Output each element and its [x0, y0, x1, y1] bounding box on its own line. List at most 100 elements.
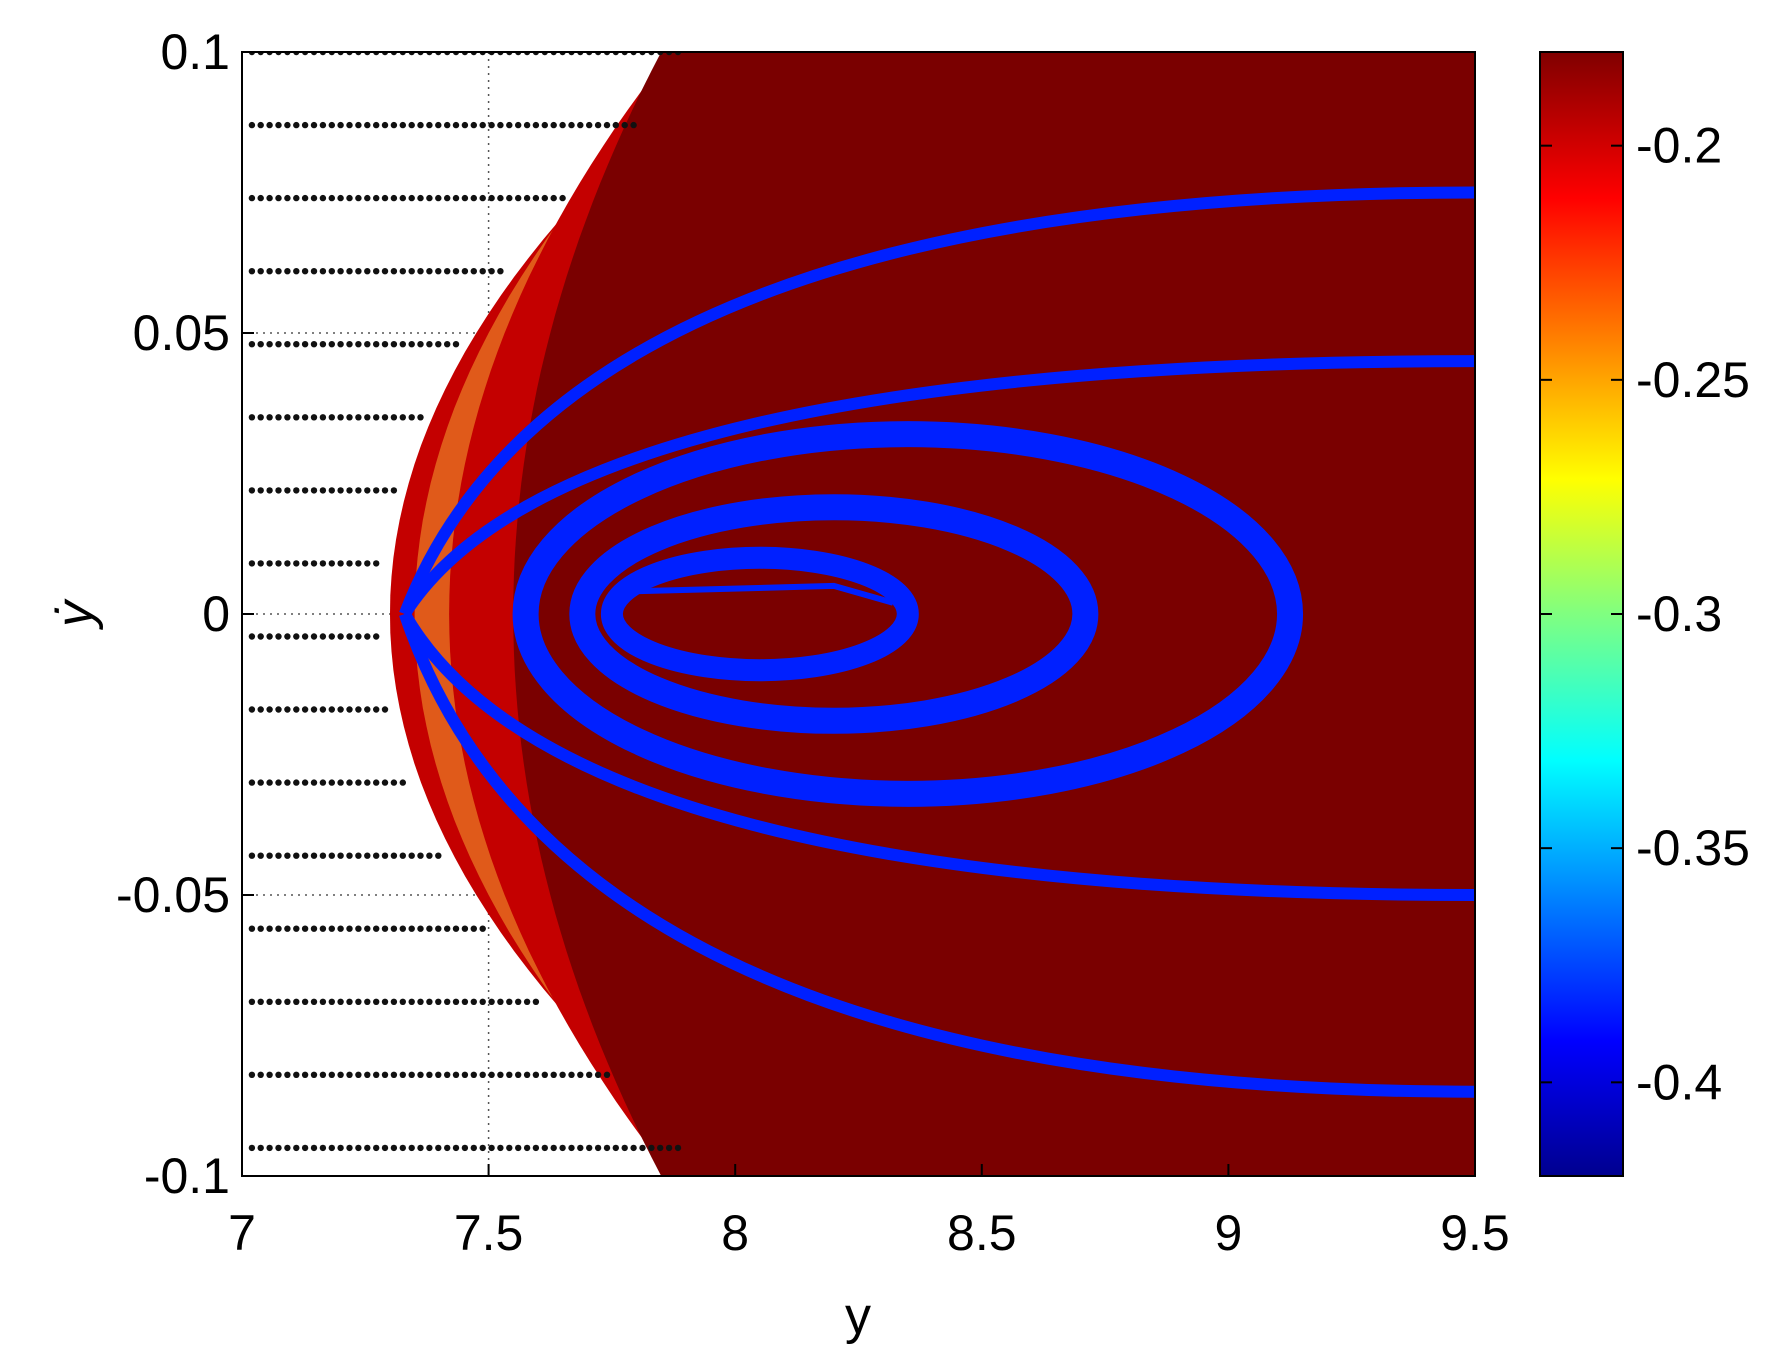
marker-point	[346, 852, 353, 859]
marker-point	[248, 414, 256, 421]
marker-point	[399, 268, 406, 275]
marker-point	[479, 1144, 486, 1152]
marker-point	[328, 194, 335, 202]
y-axis: -0.1 -0.05 0 0.05 0.1	[116, 24, 254, 1204]
marker-point	[373, 852, 380, 859]
marker-point	[319, 925, 327, 932]
marker-point	[630, 121, 637, 129]
marker-point	[275, 268, 282, 275]
marker-point	[319, 706, 327, 713]
marker-point	[426, 925, 433, 932]
marker-point	[408, 1144, 415, 1152]
marker-point	[355, 487, 362, 494]
marker-point	[603, 1071, 611, 1079]
marker-point	[497, 998, 504, 1005]
marker-point	[266, 998, 273, 1005]
marker-point	[301, 194, 309, 202]
marker-point	[373, 998, 380, 1005]
marker-point	[444, 121, 451, 129]
marker-point	[479, 925, 486, 932]
marker-point	[257, 341, 264, 348]
marker-point	[284, 633, 291, 640]
marker-point	[310, 998, 318, 1005]
x-axis-label: y	[845, 1287, 871, 1345]
marker-point	[355, 706, 362, 713]
marker-point	[461, 1144, 469, 1152]
blue-band	[399, 612, 1475, 1098]
blue-band	[399, 355, 1475, 618]
marker-point	[364, 268, 371, 275]
marker-point	[301, 1144, 309, 1152]
marker-point	[444, 1071, 451, 1079]
marker-point	[328, 487, 335, 494]
marker-point	[275, 560, 282, 567]
marker-point	[603, 121, 611, 129]
marker-point	[390, 268, 398, 275]
marker-point	[257, 852, 264, 859]
marker-point	[301, 414, 309, 421]
marker-point	[417, 194, 424, 202]
marker-point	[390, 852, 398, 859]
marker-point	[488, 1071, 495, 1079]
marker-point	[248, 194, 256, 202]
colorbar	[1539, 51, 1624, 1177]
marker-point	[541, 194, 548, 202]
marker-point	[541, 1144, 548, 1152]
marker-point	[248, 779, 256, 786]
marker-point	[452, 121, 460, 129]
marker-point	[355, 560, 362, 567]
marker-point	[594, 121, 602, 129]
marker-point	[266, 1144, 273, 1152]
marker-point	[470, 194, 477, 202]
marker-point	[337, 998, 344, 1005]
blue-band	[399, 186, 1475, 617]
marker-point	[523, 1144, 531, 1152]
marker-point	[328, 998, 335, 1005]
marker-point	[293, 194, 300, 202]
marker-point	[399, 925, 406, 932]
marker-point	[381, 268, 389, 275]
marker-point	[301, 633, 309, 640]
marker-point	[266, 194, 273, 202]
marker-point	[568, 1144, 575, 1152]
marker-point	[266, 487, 273, 494]
marker-point	[346, 487, 353, 494]
marker-point	[373, 925, 380, 932]
marker-point	[381, 1071, 389, 1079]
colorbar-tick-label: -0.3	[1636, 586, 1722, 642]
y-tick-label: -0.1	[144, 1148, 230, 1204]
marker-point	[373, 706, 380, 713]
marker-point	[390, 1071, 398, 1079]
marker-point	[390, 998, 398, 1005]
marker-point	[470, 1071, 477, 1079]
blue-band	[569, 494, 1099, 734]
marker-point	[417, 414, 424, 421]
marker-point	[470, 925, 477, 932]
marker-point	[310, 925, 318, 932]
marker-point	[444, 341, 451, 348]
marker-point	[373, 1144, 380, 1152]
marker-point	[515, 1071, 522, 1079]
marker-point	[284, 194, 291, 202]
marker-point	[257, 925, 264, 932]
marker-point	[408, 121, 415, 129]
marker-point	[301, 925, 309, 932]
marker-point	[319, 341, 327, 348]
marker-point	[310, 1071, 318, 1079]
marker-point	[319, 633, 327, 640]
marker-point	[319, 779, 327, 786]
marker-point	[337, 633, 344, 640]
marker-point	[275, 706, 282, 713]
marker-point	[461, 268, 469, 275]
x-tick-label: 8.5	[947, 1205, 1017, 1261]
x-tick-label: 7.5	[454, 1205, 524, 1261]
marker-point	[248, 121, 256, 129]
marker-point	[355, 194, 362, 202]
marker-point	[346, 998, 353, 1005]
marker-point	[284, 1144, 291, 1152]
marker-point	[328, 560, 335, 567]
marker-point	[257, 121, 264, 129]
colorbar-ticks: -0.4 -0.35 -0.3 -0.25 -0.2	[1540, 118, 1750, 1110]
marker-point	[248, 1071, 256, 1079]
